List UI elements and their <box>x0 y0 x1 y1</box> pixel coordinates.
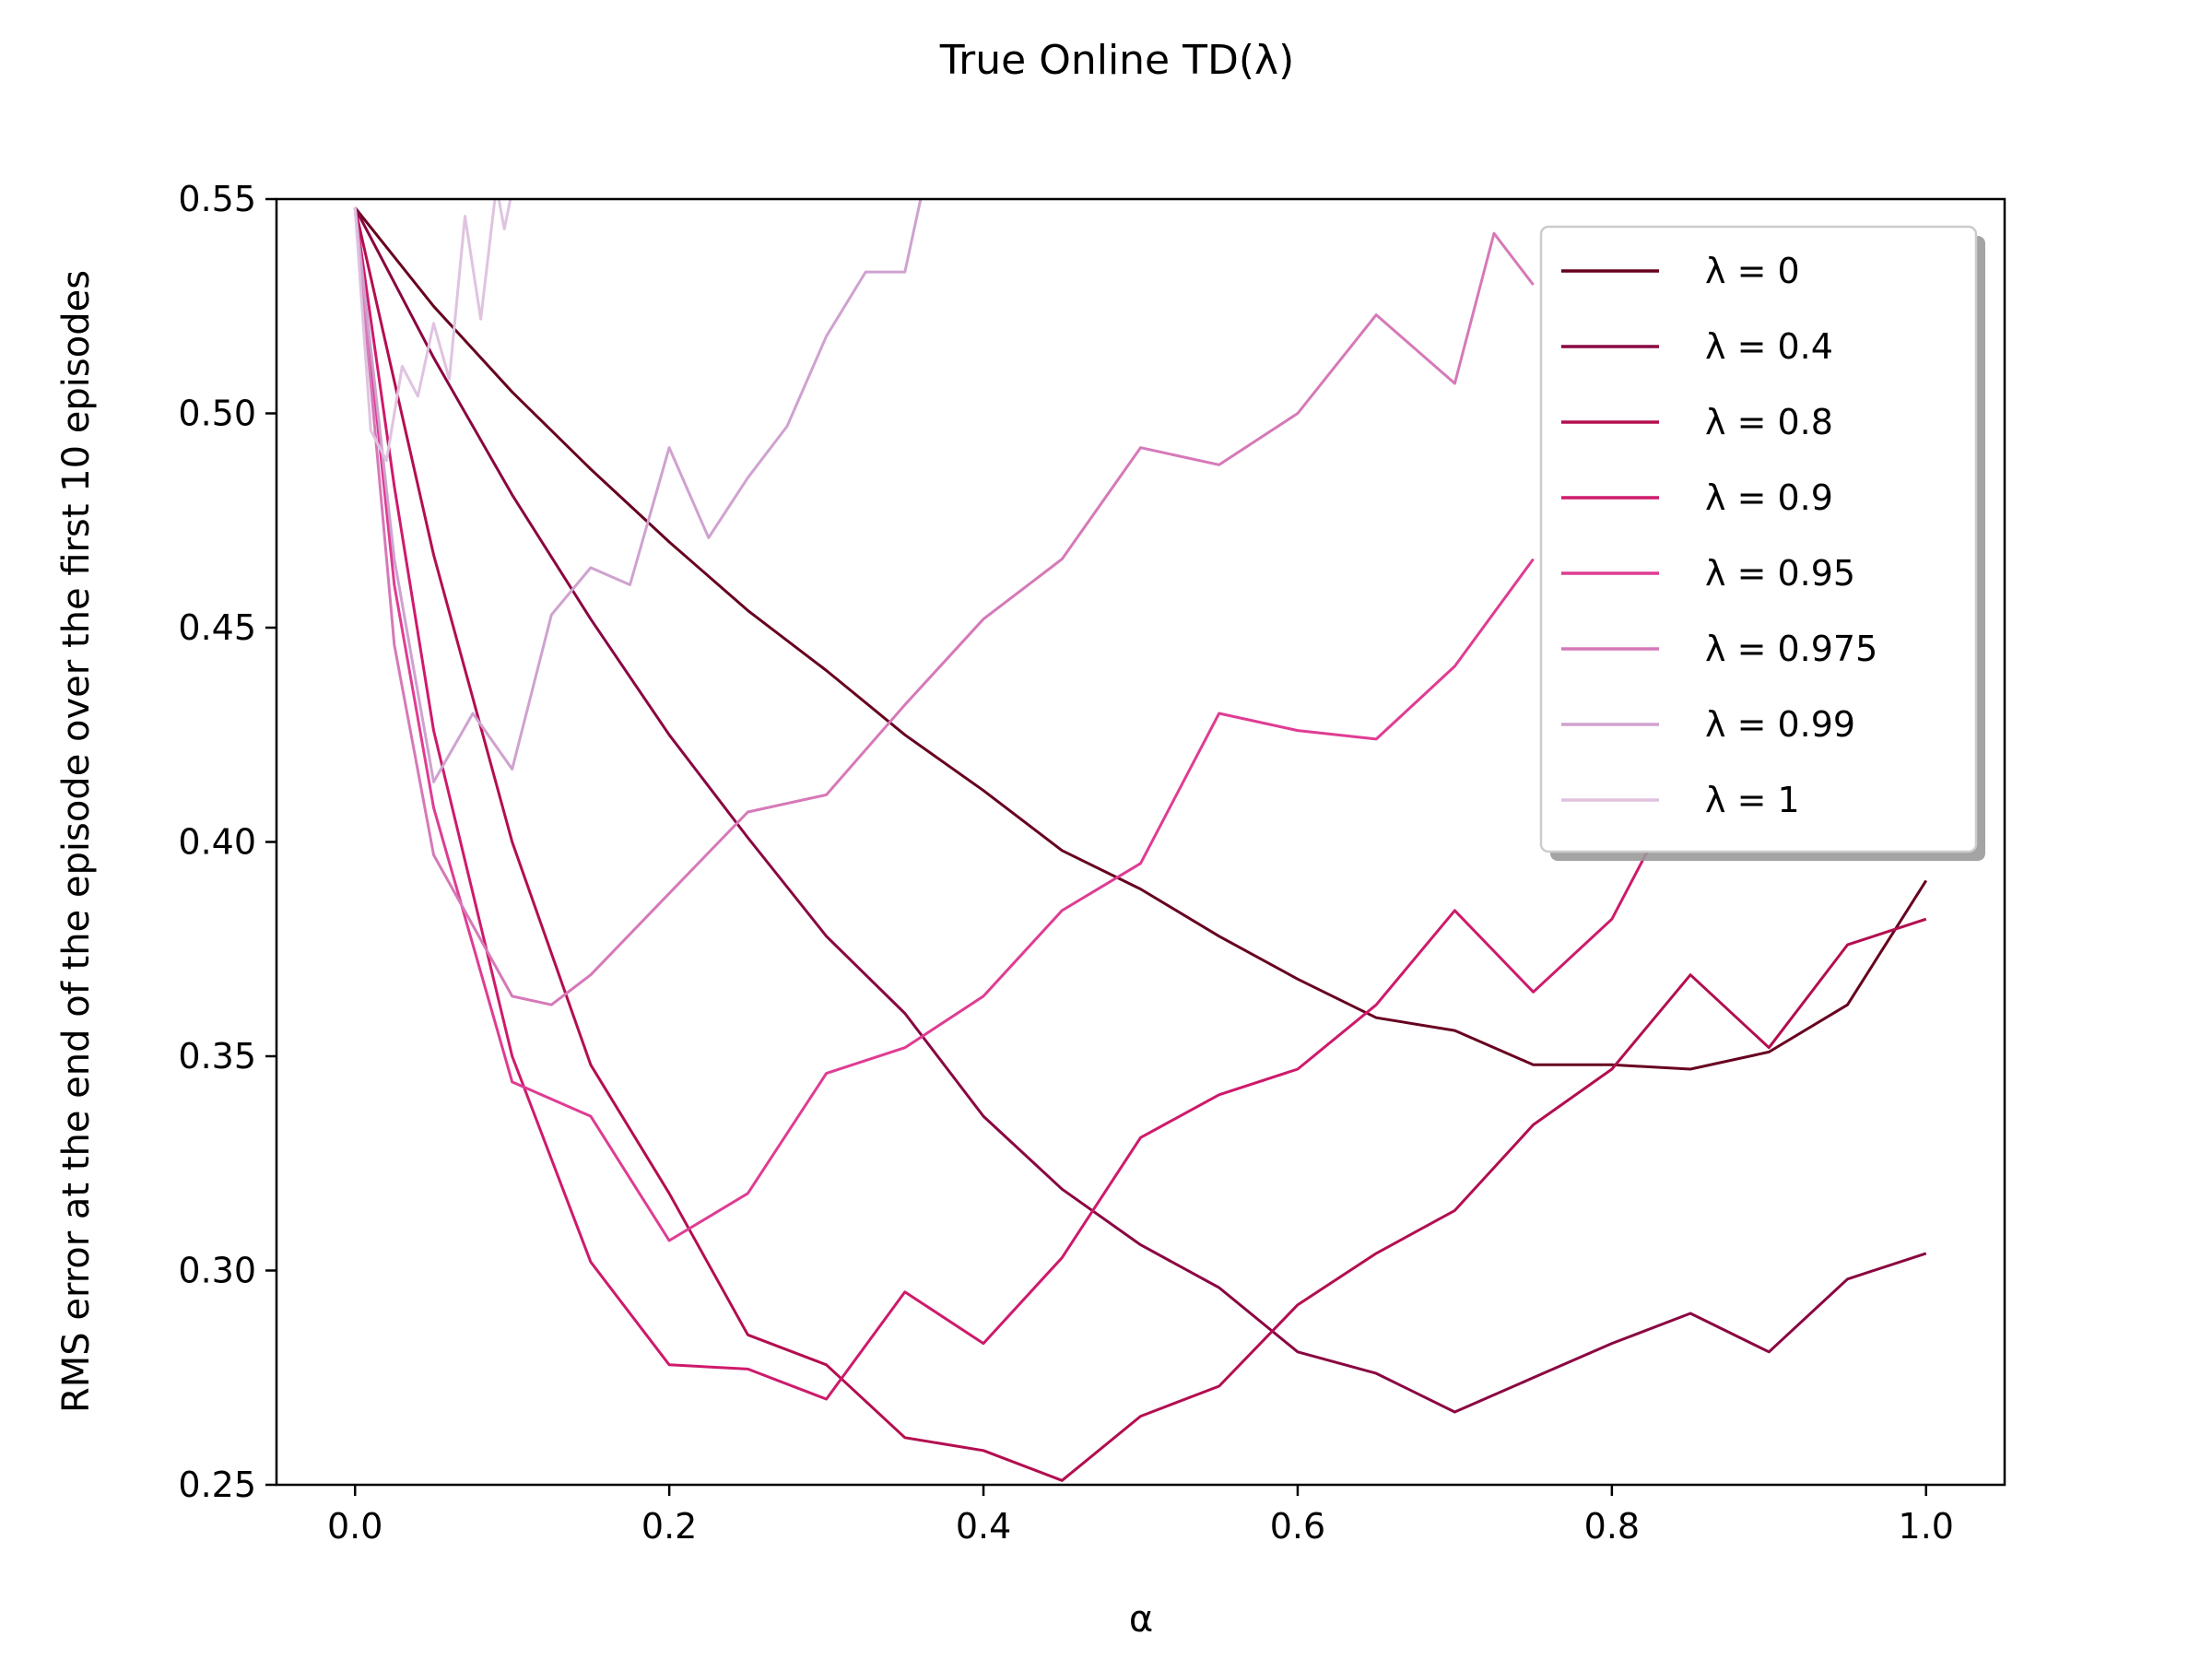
legend: λ = 0 λ = 0.4 λ = 0.8 λ = 0.9 λ = 0.95 λ = 0.… <box>1539 225 1985 861</box>
x-tick-label-0: 0.0 <box>327 1506 382 1547</box>
x-axis-label: α <box>1129 1598 1153 1641</box>
chart-title: True Online TD(λ) <box>939 37 1294 84</box>
series-line-6 <box>353 199 923 783</box>
series-line-2 <box>353 206 1927 1482</box>
x-tick-label-1: 0.2 <box>641 1506 697 1547</box>
series-line-5 <box>353 207 1535 1006</box>
y-tick-label-6: 0.55 <box>178 179 256 219</box>
legend-label-2: λ = 0.8 <box>1705 402 1833 442</box>
y-tick-label-3: 0.40 <box>178 822 256 863</box>
y-axis: 0.25 0.30 0.35 0.40 0.45 0.50 0.55 <box>178 179 276 1505</box>
series-line-7 <box>353 199 512 463</box>
series-layer <box>353 199 1928 1482</box>
x-tick-label-3: 0.6 <box>1270 1506 1325 1547</box>
legend-label-1: λ = 0.4 <box>1705 326 1833 367</box>
y-tick-label-0: 0.25 <box>178 1465 256 1505</box>
x-tick-label-4: 0.8 <box>1584 1506 1640 1547</box>
y-tick-label-2: 0.35 <box>178 1036 256 1077</box>
series-line-3 <box>353 207 1771 1401</box>
x-tick-label-2: 0.4 <box>956 1506 1011 1547</box>
series-line-0 <box>354 206 1928 1071</box>
y-tick-label-5: 0.50 <box>178 394 256 434</box>
x-axis: 0.0 0.2 0.4 0.6 0.8 1.0 <box>327 1485 1954 1547</box>
series-line-1 <box>353 206 1927 1414</box>
legend-label-3: λ = 0.9 <box>1705 477 1833 518</box>
y-tick-label-1: 0.30 <box>178 1251 256 1291</box>
legend-label-6: λ = 0.99 <box>1705 704 1855 745</box>
series-line-4 <box>353 207 1535 1242</box>
legend-box <box>1539 225 1978 853</box>
y-tick-label-4: 0.45 <box>178 607 256 648</box>
legend-label-7: λ = 1 <box>1705 780 1800 820</box>
legend-label-4: λ = 0.95 <box>1705 553 1855 594</box>
legend-label-5: λ = 0.975 <box>1705 629 1877 669</box>
y-axis-label: RMS error at the end of the episode over… <box>55 270 98 1413</box>
legend-label-0: λ = 0 <box>1705 251 1800 291</box>
x-tick-label-5: 1.0 <box>1899 1506 1954 1547</box>
